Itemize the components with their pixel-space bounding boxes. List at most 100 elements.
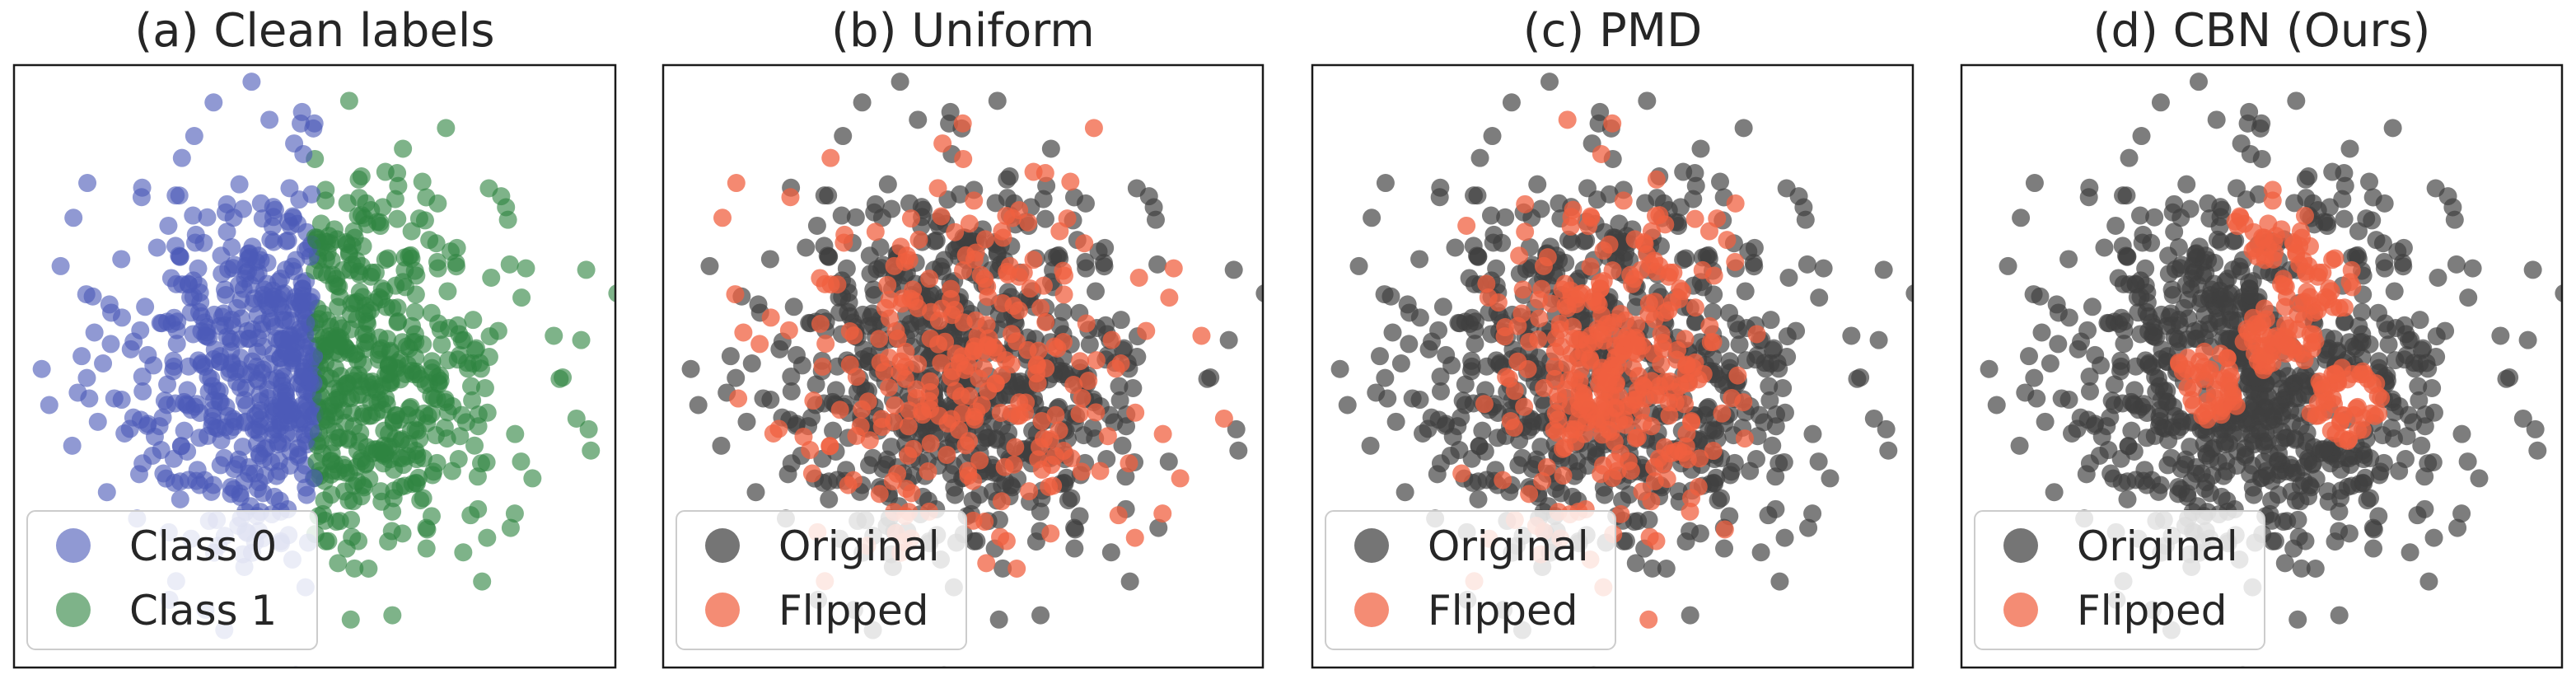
point-class-1	[447, 238, 466, 257]
point-flipped	[997, 206, 1016, 225]
point-original	[1639, 510, 1658, 529]
point-class-0	[279, 330, 298, 349]
point-original	[1096, 238, 1115, 257]
point-original	[2320, 198, 2339, 217]
point-class-1	[473, 572, 492, 591]
point-original	[2041, 354, 2059, 373]
point-original	[1050, 316, 1069, 335]
point-class-0	[248, 480, 267, 499]
point-original	[2330, 502, 2349, 521]
point-original	[782, 382, 801, 401]
point-original	[787, 345, 806, 364]
point-class-1	[417, 518, 436, 537]
point-original	[2452, 424, 2471, 443]
point-original	[746, 483, 765, 502]
point-flipped	[1046, 405, 1065, 424]
point-class-1	[377, 395, 396, 414]
point-class-0	[293, 465, 312, 484]
point-class-1	[318, 243, 337, 262]
point-flipped	[960, 214, 979, 233]
point-class-1	[381, 341, 400, 360]
point-flipped	[900, 251, 919, 269]
point-flipped	[991, 403, 1010, 422]
point-original	[1383, 323, 1402, 342]
point-original	[1462, 351, 1481, 370]
point-original	[2010, 436, 2029, 455]
point-flipped	[1030, 438, 1049, 457]
point-flipped	[1125, 528, 1144, 547]
point-flipped	[1452, 464, 1471, 483]
point-flipped	[1592, 465, 1611, 484]
point-original	[2012, 208, 2031, 227]
point-class-1	[352, 167, 371, 186]
point-original	[2138, 293, 2157, 312]
point-original	[2396, 350, 2415, 369]
point-flipped	[1045, 447, 1064, 466]
plot-frame	[1311, 63, 1914, 669]
point-original	[1770, 454, 1788, 473]
point-class-1	[413, 172, 432, 191]
point-flipped	[1073, 389, 1092, 408]
point-original	[1770, 572, 1789, 591]
point-flipped	[1087, 403, 1106, 422]
point-original	[1437, 345, 1456, 364]
point-original	[2169, 332, 2188, 351]
point-class-0	[265, 317, 284, 336]
point-flipped	[1616, 415, 1635, 434]
scatter-points	[32, 73, 615, 668]
point-original	[2401, 330, 2420, 349]
point-original	[1821, 469, 1840, 488]
point-flipped	[1072, 462, 1091, 481]
point-original	[1980, 359, 1999, 378]
point-original	[1481, 206, 1500, 225]
point-flipped	[1577, 413, 1596, 432]
point-original	[2260, 444, 2279, 463]
point-class-1	[463, 391, 482, 410]
point-flipped	[1611, 444, 1630, 463]
point-original	[1433, 297, 1452, 316]
point-class-0	[178, 396, 197, 415]
point-original	[1476, 381, 1495, 400]
point-flipped	[907, 380, 926, 399]
point-original	[2371, 462, 2390, 481]
point-class-1	[411, 491, 430, 510]
point-flipped	[847, 368, 866, 387]
point-class-0	[261, 230, 280, 249]
point-flipped	[1192, 326, 1211, 345]
point-original	[2045, 483, 2064, 502]
point-class-1	[353, 476, 372, 494]
point-flipped	[891, 352, 910, 371]
point-class-0	[265, 200, 284, 219]
point-class-0	[222, 237, 241, 256]
legend-label: Class 0	[129, 522, 277, 570]
point-class-0	[78, 174, 97, 193]
point-class-0	[230, 175, 249, 194]
point-class-0	[77, 368, 96, 387]
point-flipped	[847, 426, 866, 445]
point-flipped	[713, 208, 732, 227]
point-flipped	[2351, 365, 2370, 384]
point-flipped	[1016, 403, 1035, 422]
point-original	[2452, 504, 2471, 523]
point-flipped	[979, 382, 998, 401]
point-original	[909, 110, 928, 129]
point-original	[1704, 302, 1723, 321]
point-original	[2131, 325, 2150, 344]
point-class-1	[317, 265, 336, 284]
point-original	[1083, 419, 1102, 438]
point-class-1	[405, 302, 424, 321]
legend: Original Flipped	[1974, 510, 2265, 650]
point-class-1	[322, 485, 341, 504]
point-class-1	[432, 335, 451, 354]
point-original	[2424, 403, 2443, 422]
point-flipped	[872, 410, 891, 429]
point-class-1	[345, 293, 364, 312]
point-class-1	[316, 407, 335, 426]
point-original	[2111, 351, 2130, 370]
point-original	[2419, 454, 2438, 473]
panel-2: (b) Uniform Original Flipped	[662, 4, 1265, 669]
point-class-1	[364, 375, 383, 394]
point-flipped	[965, 407, 984, 426]
point-flipped	[1538, 248, 1557, 267]
point-flipped	[1036, 312, 1055, 331]
